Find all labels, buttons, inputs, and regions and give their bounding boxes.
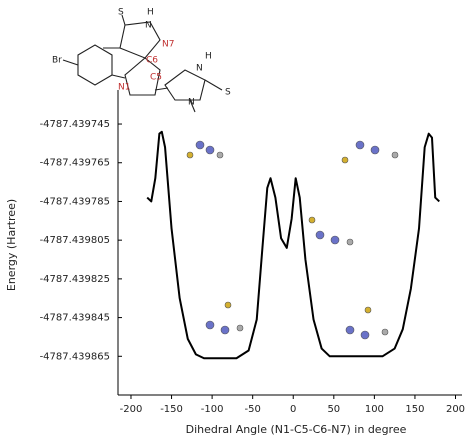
- structure-label: H: [205, 52, 212, 62]
- structure-label: N: [145, 21, 152, 31]
- y-tick-label: -4787.439765: [40, 158, 110, 169]
- structure-label: S: [118, 8, 124, 18]
- line: [146, 130, 440, 360]
- y-tick-label: -4787.439785: [40, 196, 110, 207]
- x-tick-label: 50: [327, 404, 340, 415]
- x-tick-label: 0: [290, 404, 296, 415]
- y-tick-label: -4787.439805: [40, 235, 110, 246]
- x-axis-label: Dihedral Angle (N1-C5-C6-N7) in degree: [186, 423, 407, 436]
- structure-label: H: [147, 8, 154, 18]
- structure-label: S: [225, 88, 231, 98]
- x-tick-label: 100: [365, 404, 384, 415]
- structure-label: N: [188, 98, 195, 108]
- y-axis-label: Energy (Hartree): [5, 199, 18, 291]
- x-tick-label: -100: [201, 404, 224, 415]
- y-tick-label: -4787.439865: [40, 351, 110, 362]
- y-tick-label: -4787.439845: [40, 313, 110, 324]
- x-tick-label: -150: [160, 404, 183, 415]
- x-tick-label: 200: [446, 404, 465, 415]
- structure-label: Br: [52, 56, 62, 66]
- structure-label: N1: [118, 83, 130, 93]
- structure-label: N7: [162, 40, 174, 50]
- structure-label: C5: [150, 73, 162, 83]
- structure: [62, 14, 223, 113]
- structure-label: N: [196, 64, 203, 74]
- y-tick-label: -4787.439745: [40, 119, 110, 130]
- x-tick-label: -50: [245, 404, 261, 415]
- x-tick-label: -200: [120, 404, 143, 415]
- conformer-icons: [186, 140, 399, 340]
- y-tick-label: -4787.439825: [40, 274, 110, 285]
- x-tick-label: 150: [405, 404, 424, 415]
- structure-label: C6: [146, 56, 158, 66]
